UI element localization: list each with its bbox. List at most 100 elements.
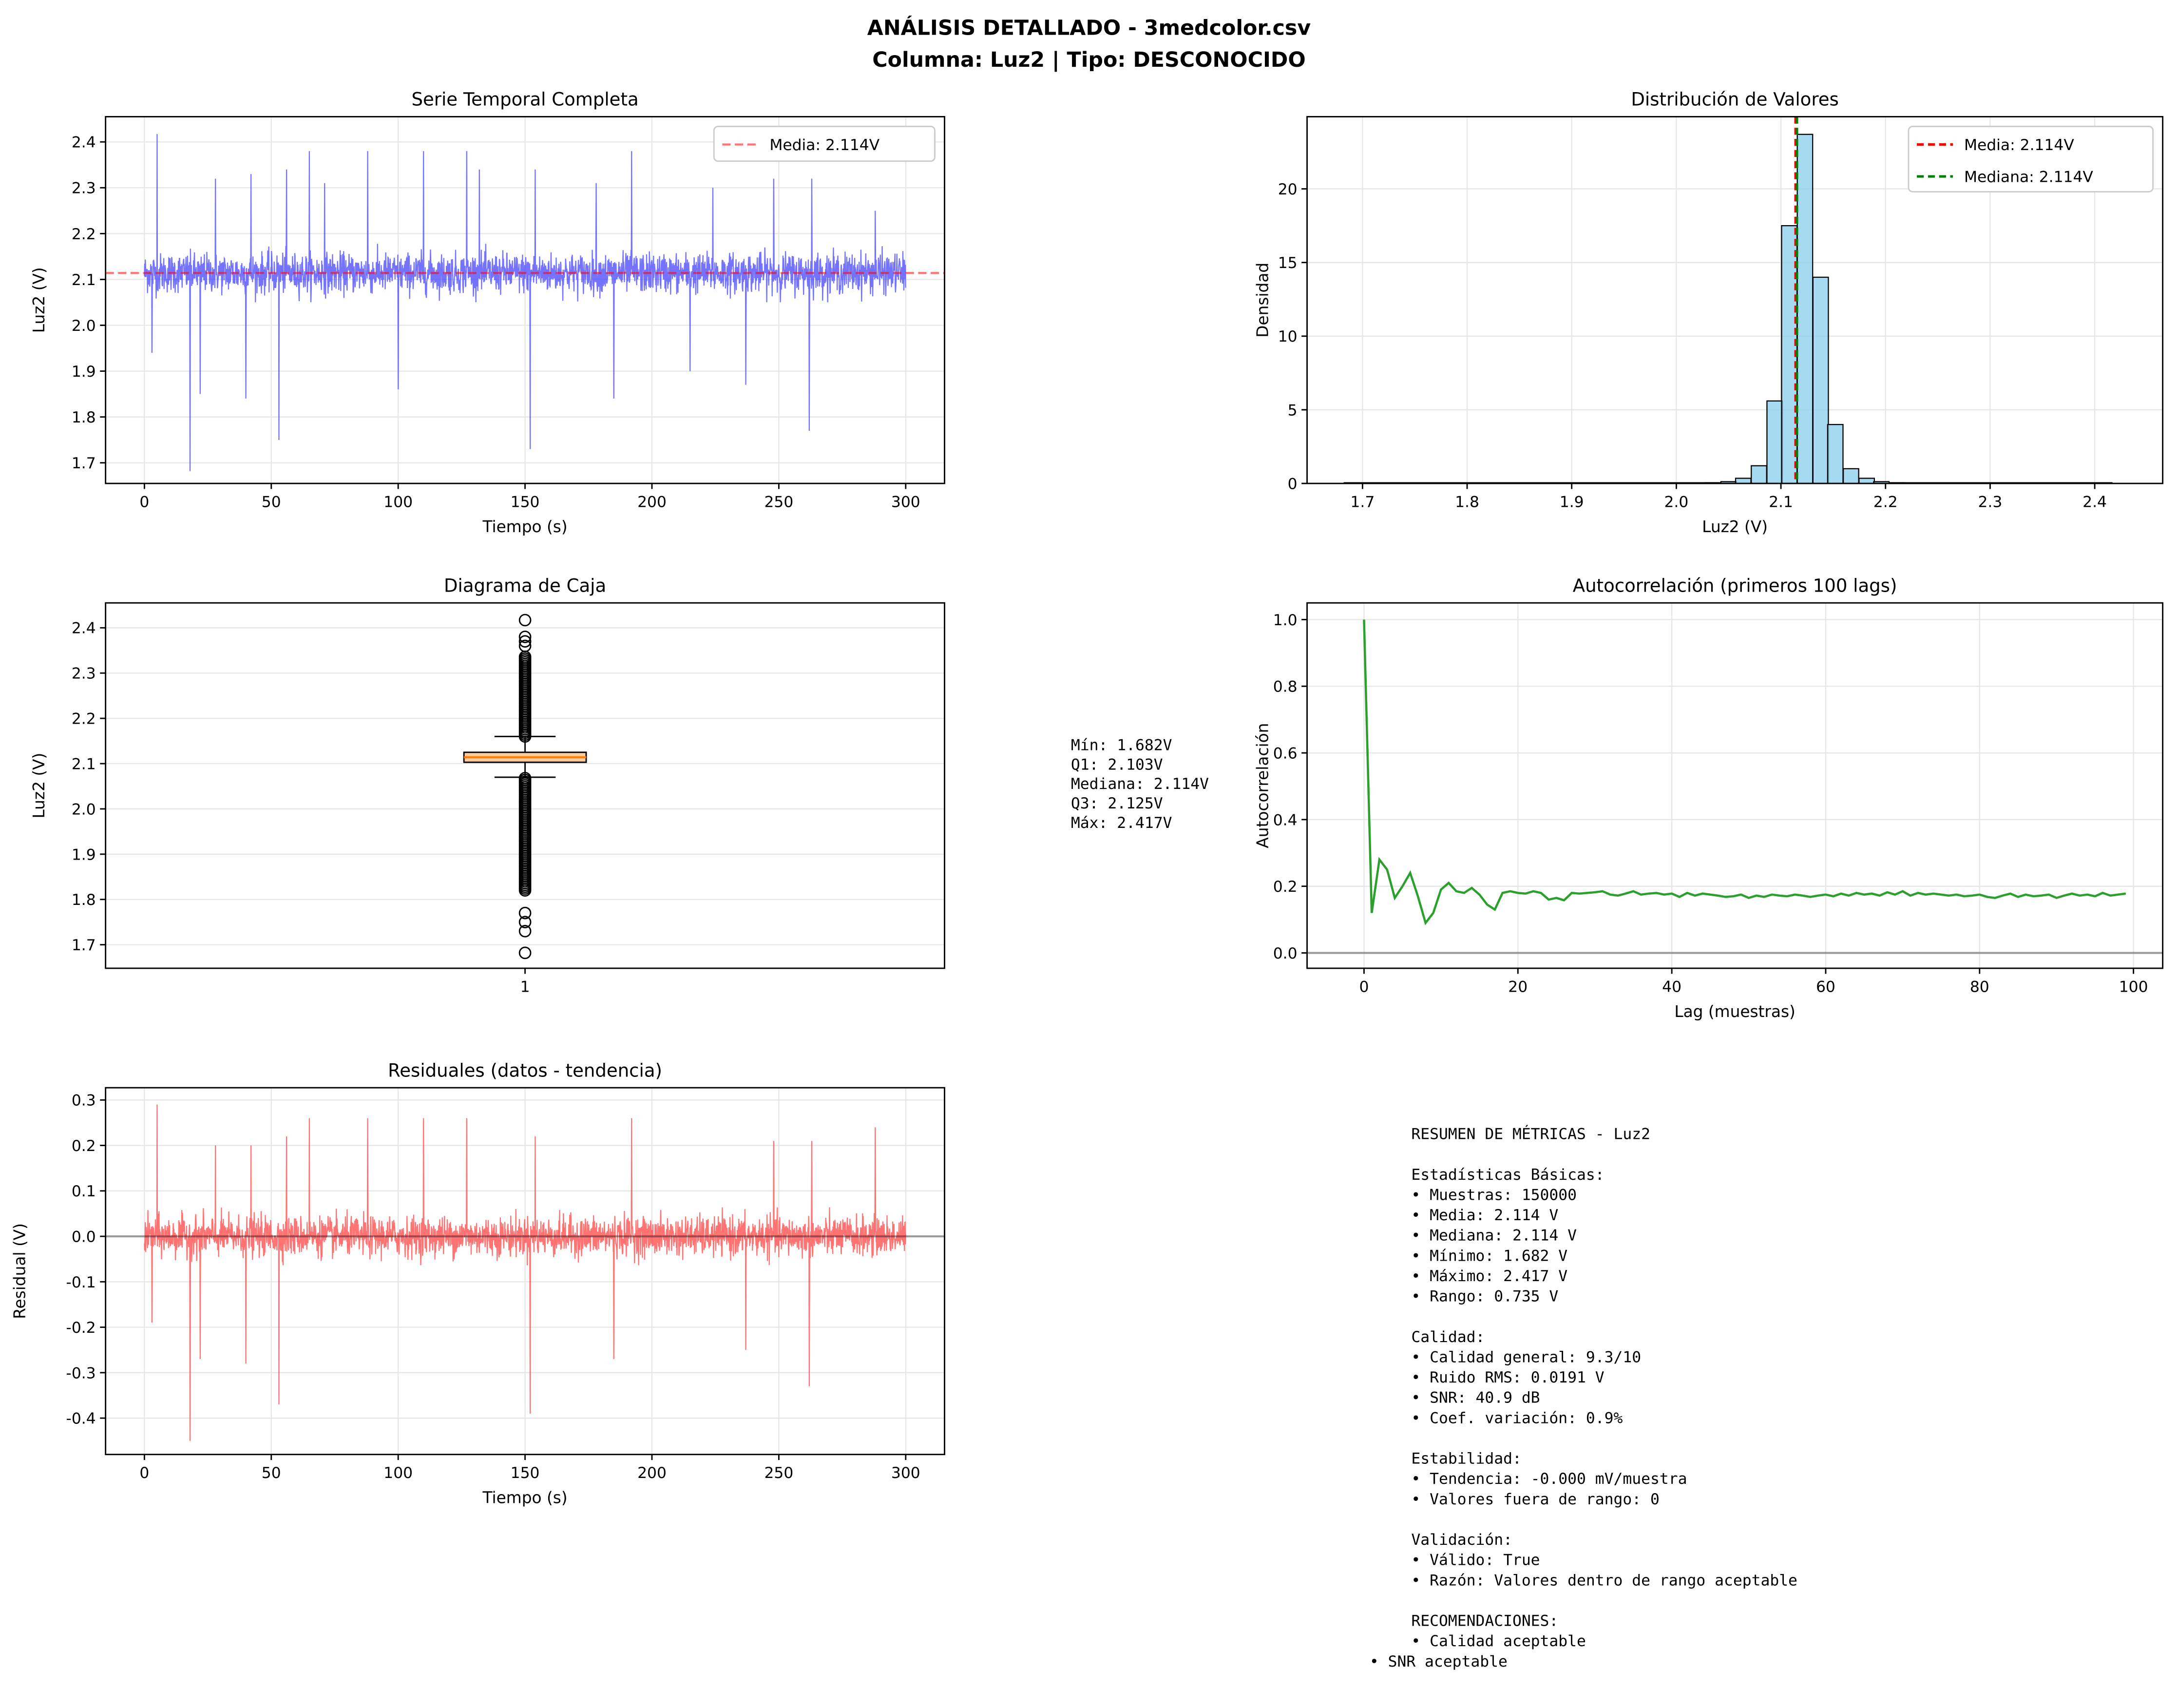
y-tick-label: 1.9 [72,363,96,381]
x-tick-label: 150 [511,494,540,511]
x-tick-label: 200 [637,1464,667,1482]
axes-1: 1.7 1.8 1.9 2.0 2.1 2.2 2.3 2.4 0 5 10 15 20 Distribu… [1254,89,2164,536]
y-tick-label: -0.3 [66,1364,96,1382]
autocorrelation-line [1363,619,2126,925]
suptitle-line1: ANÁLISIS DETALLADO - 3medcolor.csv [867,15,1311,40]
residual-series-line [144,1104,906,1441]
x-tick-label: 2.4 [2082,494,2107,511]
summary-line: • Ruido RMS: 0.0191 V [1411,1369,1604,1386]
x-tick-label: 20 [1508,978,1528,996]
histogram-bar [1858,478,1875,484]
summary-line: RESUMEN DE MÉTRICAS - Luz2 [1411,1125,1650,1143]
outlier-point [518,906,532,920]
summary-line: Calidad: [1411,1328,1485,1346]
outlier-point [518,635,532,648]
y-tick-label: 0.8 [1273,678,1298,696]
summary-line: • Razón: Valores dentro de rango aceptab… [1411,1572,1797,1589]
x-axis-label: Lag (muestras) [1674,1002,1796,1021]
x-axis-label: Luz2 (V) [1702,518,1768,536]
histogram-bar [1751,465,1767,484]
y-tick-label: 0.2 [1273,878,1298,896]
histogram-bar [1842,468,1859,484]
x-tick-label: 1.8 [1455,494,1479,511]
x-tick-label: 100 [383,494,413,511]
summary-line: • Muestras: 150000 [1411,1186,1577,1204]
summary-line: • Rango: 0.735 V [1411,1288,1558,1305]
axes-3: 0 20 40 60 80 100 0.0 0.2 0.4 0.6 0.8 1.0 Autocorrel… [1254,575,2164,1021]
x-axis-label: Tiempo (s) [482,518,568,536]
axes-title: Diagrama de Caja [444,575,606,596]
y-tick-label: 2.4 [72,134,96,152]
y-axis-label: Luz2 (V) [30,753,48,819]
suptitle-line2: Columna: Luz2 | Tipo: DESCONOCIDO [872,48,1306,72]
axes-title: Distribución de Valores [1631,89,1838,110]
y-tick-label: 2.4 [72,620,96,637]
histogram-bar [1812,276,1829,484]
y-tick-label: 2.2 [72,710,96,728]
x-tick-label: 0 [139,1464,149,1482]
legend-entry: Media: 2.114V [769,136,879,154]
y-tick-label: 2.2 [72,226,96,243]
summary-line: • Calidad aceptable [1411,1632,1586,1650]
summary-line: • Mínimo: 1.682 V [1411,1247,1567,1265]
y-tick-label: 5 [1288,402,1298,419]
summary-line: Estabilidad: [1411,1450,1521,1468]
y-tick-label: -0.1 [66,1274,96,1291]
y-tick-label: 0.0 [72,1228,96,1246]
outlier-point [518,916,532,929]
y-tick-label: 2.1 [72,271,96,289]
y-tick-label: 1.8 [72,409,96,426]
box-stats-text: Máx: 2.417V [1071,814,1172,832]
box-stats-text: Q3: 2.125V [1071,795,1163,812]
histogram-bar [1827,424,1844,484]
legend: Media: 2.114V [713,125,936,162]
outlier-point [518,614,532,627]
x-tick-label: 2.0 [1664,494,1688,511]
x-tick-label: 250 [764,1464,794,1482]
legend-entry: Mediana: 2.114V [1964,168,2093,186]
summary-line: • Máximo: 2.417 V [1411,1267,1567,1285]
histogram-bar [1735,478,1752,484]
x-tick-label: 100 [383,1464,413,1482]
x-tick-label: 100 [2119,978,2148,996]
x-tick-label: 40 [1662,978,1681,996]
outlier-point [518,631,532,643]
x-tick-label: 1 [520,978,530,996]
y-tick-label: -0.2 [66,1319,96,1337]
y-tick-label: 0.0 [1273,945,1298,962]
y-tick-label: 0.3 [72,1092,96,1110]
outlier-point [518,946,532,960]
box-stats-text: Mín: 1.682V [1071,736,1172,754]
summary-line: • Mediana: 2.114 V [1411,1227,1577,1245]
y-tick-label: 1.7 [72,455,96,472]
axes-2: 1 1.7 1.8 1.9 2.0 2.1 2.2 2.3 2.4 Diagrama de Caj… [30,575,945,996]
axes-4: 0 50 100 150 200 250 300 -0.4 -0.3 -0.2 -0.1 0.0 0.1… [10,1060,945,1507]
x-tick-label: 50 [262,494,281,511]
summary-line: • Media: 2.114 V [1411,1207,1558,1224]
x-tick-label: 80 [1970,978,1989,996]
x-tick-label: 2.3 [1978,494,2002,511]
y-tick-label: 2.0 [72,317,96,335]
y-tick-label: 15 [1278,254,1298,272]
y-tick-label: 1.7 [72,937,96,954]
y-tick-label: 1.8 [72,891,96,909]
outlier-point [518,771,532,785]
summary-line: RECOMENDACIONES: [1411,1612,1558,1630]
outlier-point [518,639,532,652]
y-tick-label: -0.4 [66,1410,96,1428]
y-tick-label: 0.1 [72,1183,96,1200]
y-tick-label: 1.9 [72,846,96,864]
axes-title: Autocorrelación (primeros 100 lags) [1573,575,1897,596]
outlier-point [518,924,532,938]
x-tick-label: 0 [139,494,149,511]
y-tick-label: 0.2 [72,1137,96,1155]
legend: Media: 2.114V Mediana: 2.114V [1908,125,2154,192]
x-tick-label: 300 [891,494,920,511]
y-tick-label: 10 [1278,328,1298,345]
y-tick-label: 0 [1288,475,1298,493]
summary-line: • SNR: 40.9 dB [1411,1389,1540,1407]
axes-0: 0 50 100 150 200 250 300 1.7 1.8 1.9 2.0 2.1 2.2 2.3 2… [30,89,945,536]
x-tick-label: 1.9 [1560,494,1584,511]
x-axis-label: Tiempo (s) [482,1489,568,1507]
